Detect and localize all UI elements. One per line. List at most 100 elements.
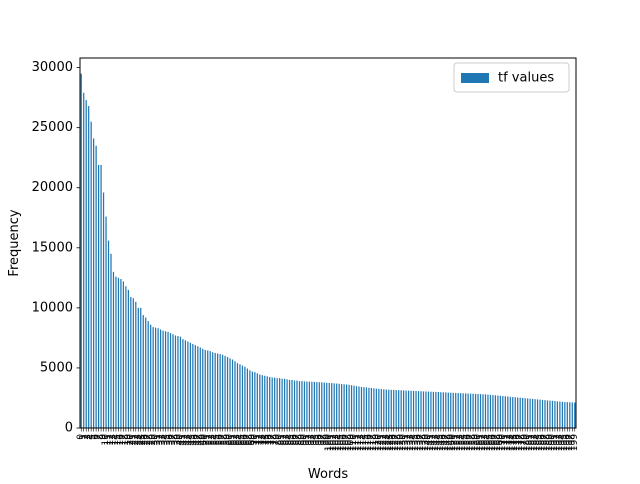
bar-51 <box>207 350 209 428</box>
x-tick-label: 100 <box>324 434 334 451</box>
x-tick-label: 87 <box>292 434 302 445</box>
bar-134 <box>412 390 415 428</box>
bar-95 <box>316 382 318 428</box>
x-tick-label: 79 <box>272 434 282 446</box>
x-tick-label: 62 <box>230 434 240 445</box>
x-tick-label: 101 <box>327 434 337 451</box>
bar-74 <box>264 375 266 428</box>
x-tick-label: 156 <box>463 434 473 451</box>
bar-176 <box>517 397 519 428</box>
bar-119 <box>375 388 377 428</box>
bar-136 <box>417 391 420 428</box>
x-tick-label: 86 <box>290 434 300 446</box>
x-tick-label: 103 <box>332 434 342 451</box>
bar-191 <box>554 401 556 428</box>
bar-118 <box>373 388 375 428</box>
x-tick-label: 11 <box>104 434 114 445</box>
x-tick-label: 162 <box>478 434 488 451</box>
x-tick-label: 158 <box>468 434 478 451</box>
x-tick-label: 152 <box>453 434 463 451</box>
x-tick-label: 175 <box>510 434 520 451</box>
bar-64 <box>239 364 241 428</box>
x-tick-label: 78 <box>270 434 280 446</box>
bar-92 <box>308 381 311 428</box>
bar-114 <box>363 387 365 428</box>
x-tick-label: 53 <box>208 434 218 445</box>
bar-32 <box>159 329 162 428</box>
x-tick-label: 122 <box>379 434 389 451</box>
x-tick-label: 167 <box>490 434 500 451</box>
bar-104 <box>338 383 340 428</box>
bar-103 <box>336 383 338 428</box>
x-tick-label: 134 <box>409 434 419 451</box>
x-tick-label: 27 <box>143 434 153 445</box>
x-tick-label: 32 <box>156 434 166 445</box>
bar-151 <box>455 392 457 428</box>
x-tick-label: 114 <box>359 434 369 451</box>
x-tick-label: 17 <box>118 434 128 445</box>
bar-84 <box>288 379 291 428</box>
bar-165 <box>489 394 492 428</box>
bar-49 <box>202 348 204 428</box>
x-axis-ticks: 0123456789101112131415161718192021222324… <box>76 428 580 451</box>
x-axis-label: Words <box>308 467 348 480</box>
x-tick-label: 95 <box>312 434 322 445</box>
bar-29 <box>152 327 154 428</box>
bar-66 <box>244 366 246 428</box>
x-tick-label: 116 <box>364 434 374 451</box>
bar-22 <box>135 301 137 428</box>
x-tick-label: 178 <box>518 434 528 451</box>
x-tick-label: 76 <box>265 434 275 446</box>
x-tick-label: 44 <box>185 434 195 446</box>
x-tick-label: 136 <box>414 434 424 451</box>
x-tick-label: 34 <box>161 434 171 446</box>
bar-81 <box>281 378 283 428</box>
x-tick-label: 112 <box>354 434 364 451</box>
x-tick-label: 10 <box>101 434 111 446</box>
bar-132 <box>407 390 410 428</box>
x-tick-label: 164 <box>483 434 493 451</box>
y-tick-label: 20000 <box>32 180 73 195</box>
bar-127 <box>395 390 397 428</box>
bar-4 <box>90 121 92 429</box>
bar-189 <box>549 400 551 428</box>
x-tick-label: 23 <box>133 434 143 445</box>
x-tick-label: 149 <box>446 434 456 451</box>
x-tick-label: 92 <box>304 434 314 445</box>
x-tick-label: 142 <box>428 434 438 451</box>
bar-117 <box>370 387 373 428</box>
x-tick-label: 187 <box>540 434 550 451</box>
legend-label: tf values <box>498 71 554 86</box>
x-tick-label: 150 <box>448 434 458 451</box>
x-tick-label: 105 <box>337 434 347 451</box>
x-tick-label: 179 <box>520 434 530 451</box>
bar-155 <box>465 393 467 428</box>
bar-188 <box>546 400 549 428</box>
bar-124 <box>388 389 390 428</box>
bar-37 <box>172 334 174 428</box>
bar-101 <box>331 383 333 428</box>
bar-18 <box>125 286 127 428</box>
x-tick-label: 84 <box>285 434 295 446</box>
bar-79 <box>276 378 278 428</box>
x-tick-label: 35 <box>163 434 173 445</box>
x-tick-label: 65 <box>237 434 247 445</box>
x-tick-label: 19 <box>123 434 133 446</box>
bar-111 <box>355 386 358 428</box>
x-tick-label: 181 <box>525 434 535 451</box>
bar-183 <box>534 399 536 428</box>
x-tick-label: 22 <box>131 434 141 445</box>
x-tick-label: 145 <box>436 434 446 451</box>
bar-26 <box>145 317 147 428</box>
x-tick-label: 77 <box>267 434 277 445</box>
x-tick-label: 131 <box>401 434 411 451</box>
x-tick-label: 130 <box>399 434 409 451</box>
x-tick-label: 161 <box>476 434 486 451</box>
x-tick-label: 90 <box>299 434 309 446</box>
x-tick-label: 119 <box>371 434 381 451</box>
bar-167 <box>494 395 497 428</box>
bar-68 <box>249 370 251 428</box>
x-tick-label: 180 <box>523 434 533 451</box>
bar-35 <box>167 331 169 428</box>
bar-96 <box>318 382 320 428</box>
